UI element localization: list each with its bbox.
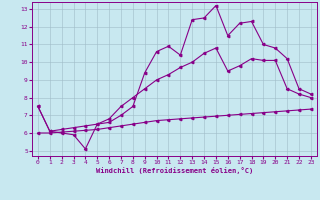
X-axis label: Windchill (Refroidissement éolien,°C): Windchill (Refroidissement éolien,°C) bbox=[96, 167, 253, 174]
